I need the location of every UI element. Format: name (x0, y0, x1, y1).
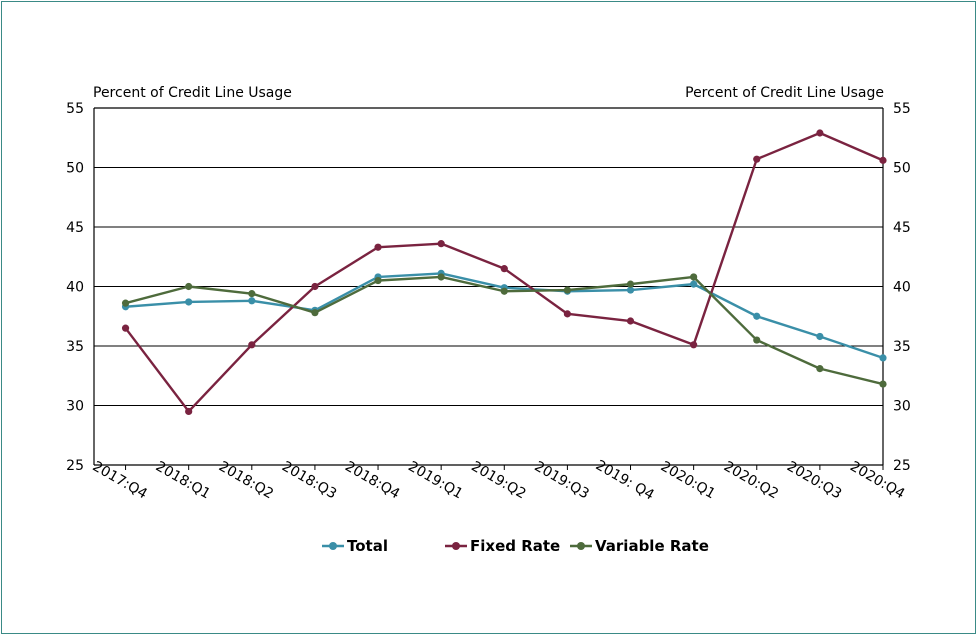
data-point-fixed-rate (500, 265, 508, 273)
data-point-total (185, 298, 193, 306)
data-point-variable-rate (753, 336, 761, 344)
y-tick-label-right: 25 (893, 458, 911, 474)
data-point-variable-rate (374, 276, 382, 285)
data-point-fixed-rate (437, 240, 445, 248)
y-tick-label-left: 30 (66, 399, 84, 415)
y-ticks-left: 25 30 35 40 45 50 55 (66, 101, 84, 474)
y-tick-label-left: 40 (66, 280, 84, 296)
y-tick-label-right: 45 (893, 220, 911, 236)
legend-marker (452, 542, 460, 550)
series-fixed-rate (121, 129, 887, 416)
x-tick-label: 2019: Q4 (593, 457, 657, 503)
data-point-total (626, 286, 635, 294)
legend-item-fixed-rate: Fixed Rate (445, 537, 560, 555)
y-axis-label-right: Percent of Credit Line Usage (685, 85, 884, 101)
data-point-fixed-rate (121, 324, 130, 332)
data-point-fixed-rate (626, 317, 635, 325)
legend-label: Total (347, 537, 388, 555)
data-point-fixed-rate (374, 243, 382, 251)
legend-marker (577, 542, 585, 550)
data-point-total (816, 332, 824, 341)
y-tick-label-left: 45 (66, 220, 84, 236)
data-point-variable-rate (879, 380, 887, 388)
data-point-total (248, 297, 256, 305)
data-point-fixed-rate (563, 310, 572, 318)
data-point-variable-rate (121, 299, 130, 307)
series-group (121, 129, 887, 416)
y-tick-label-right: 30 (893, 399, 911, 415)
y-tick-label-left: 35 (66, 339, 84, 355)
grid-lines (93, 107, 884, 466)
legend: Total Fixed Rate Variable Rate (322, 537, 709, 555)
series-variable-rate (121, 273, 887, 388)
y-ticks-right: 25 30 35 40 45 50 55 (893, 101, 911, 474)
data-point-variable-rate (185, 282, 193, 291)
data-point-fixed-rate (816, 129, 824, 137)
y-axis-label-left: Percent of Credit Line Usage (93, 85, 292, 101)
y-tick-label-left: 25 (66, 458, 84, 474)
data-point-variable-rate (248, 290, 256, 298)
data-point-variable-rate (437, 273, 445, 281)
data-point-variable-rate (690, 273, 698, 281)
legend-marker (329, 542, 337, 550)
y-tick-label-right: 50 (893, 161, 911, 177)
data-point-fixed-rate (879, 156, 887, 164)
data-point-fixed-rate (185, 407, 193, 416)
legend-item-total: Total (322, 537, 388, 555)
data-point-fixed-rate (753, 155, 761, 163)
data-point-total (690, 280, 698, 288)
y-tick-label-right: 55 (893, 101, 911, 117)
legend-label: Fixed Rate (470, 537, 560, 555)
y-tick-label-left: 55 (66, 101, 84, 117)
data-point-fixed-rate (311, 282, 319, 291)
legend-label: Variable Rate (595, 537, 709, 555)
y-tick-label-right: 40 (893, 280, 911, 296)
y-tick-label-right: 35 (893, 339, 911, 355)
legend-item-variable-rate: Variable Rate (570, 537, 709, 555)
data-point-fixed-rate (690, 341, 698, 349)
y-tick-label-left: 50 (66, 161, 84, 177)
data-point-variable-rate (816, 365, 824, 373)
data-point-variable-rate (626, 280, 635, 288)
data-point-variable-rate (563, 286, 572, 294)
data-point-variable-rate (500, 287, 508, 295)
data-point-variable-rate (311, 309, 319, 317)
data-point-total (753, 312, 761, 320)
data-point-fixed-rate (248, 341, 256, 349)
x-ticks: 2017:Q4 2018:Q1 2018:Q2 2018:Q3 2018:Q4 2019:… (90, 457, 908, 503)
data-point-total (879, 354, 887, 362)
